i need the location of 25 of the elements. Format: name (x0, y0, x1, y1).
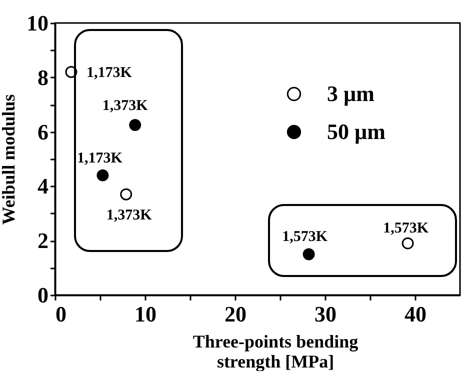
annotation: 1,373K (102, 98, 148, 114)
y-tick-label: 2 (38, 228, 48, 254)
annotation: 1,573K (383, 220, 429, 236)
annotation: 1,373K (106, 207, 152, 224)
annotation: 1,573K (282, 229, 328, 246)
y-tick-label: 4 (38, 174, 48, 199)
x-tick-label: 40 (404, 302, 426, 326)
legend-label: 50 µm (327, 119, 386, 144)
x-tick-label: 0 (56, 302, 66, 326)
point (120, 188, 132, 200)
y-tick-label: 8 (38, 64, 48, 90)
annotation: 1,173K (86, 64, 132, 81)
y-tick-label: 0 (38, 282, 48, 308)
x-tick-label: 20 (224, 302, 246, 326)
point (402, 237, 414, 250)
y-tick-label: 6 (38, 119, 48, 144)
point (129, 119, 142, 131)
y-tick-label: 10 (26, 10, 48, 36)
x-tick-label: 10 (134, 302, 156, 326)
point (96, 169, 109, 182)
legend-label: 3 µm (327, 81, 375, 106)
point (302, 248, 315, 260)
y-axis-title: Weibull modulus (0, 94, 18, 225)
annotation: 1,173K (76, 150, 123, 166)
x-tick-label: 30 (314, 302, 336, 326)
